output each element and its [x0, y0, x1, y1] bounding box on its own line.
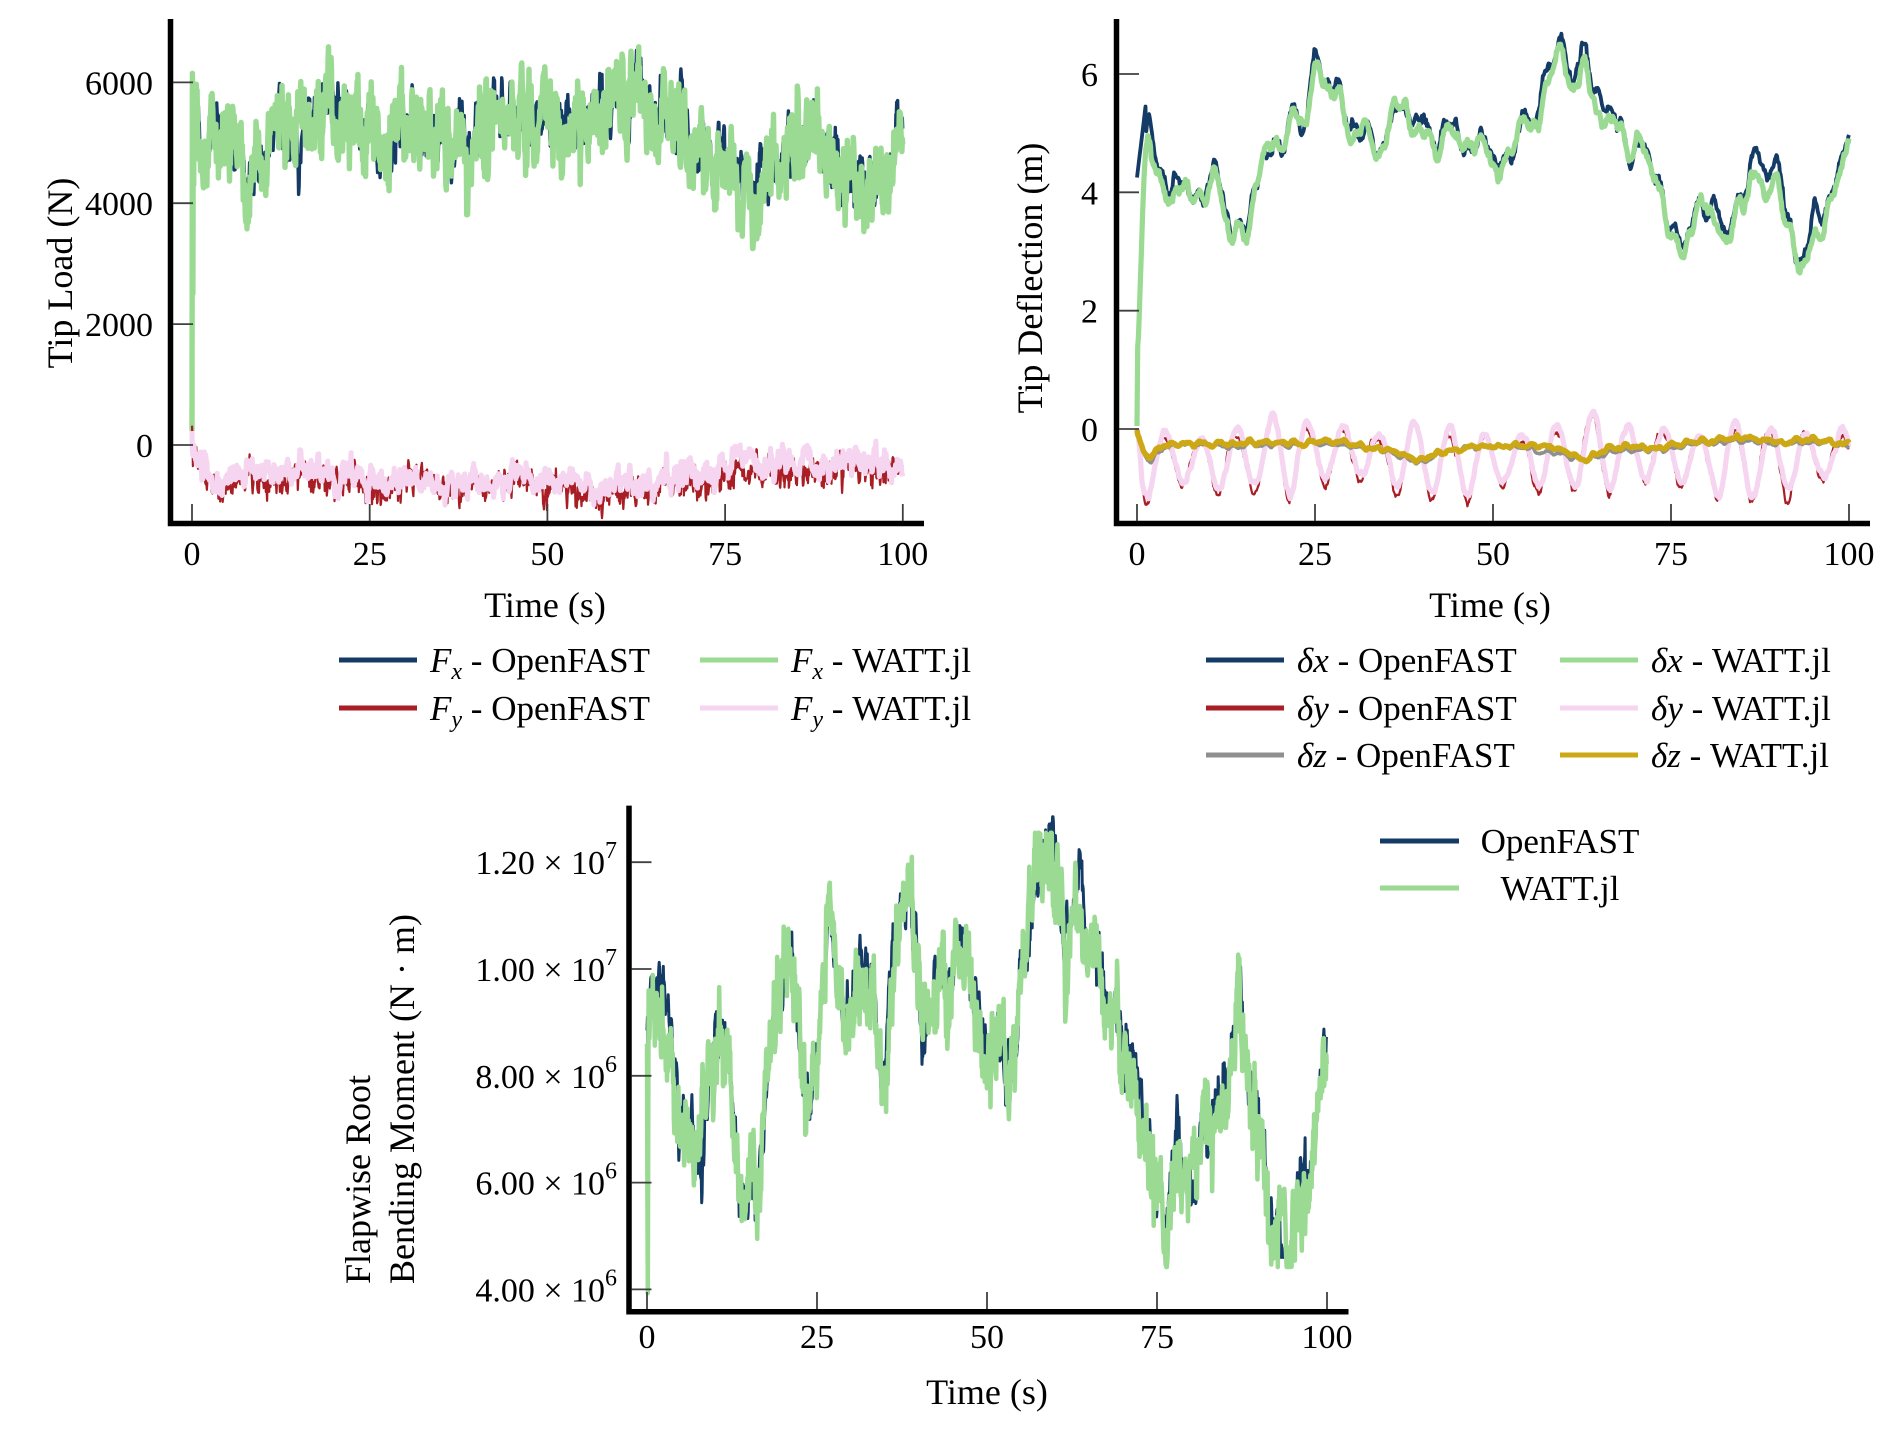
svg-text:Time (s): Time (s) — [484, 585, 606, 625]
svg-text:75: 75 — [1654, 536, 1688, 573]
svg-text:0: 0 — [1081, 412, 1098, 449]
svg-text:Flapwise Root: Flapwise Root — [338, 1075, 378, 1284]
svg-text:2000: 2000 — [85, 307, 153, 344]
svg-text:75: 75 — [1140, 1319, 1174, 1356]
svg-text:25: 25 — [1298, 536, 1332, 573]
svg-text:75: 75 — [708, 536, 742, 573]
svg-text:1.00 × 107: 1.00 × 107 — [475, 945, 617, 989]
svg-text:4000: 4000 — [85, 186, 153, 223]
svg-text:6000: 6000 — [85, 65, 153, 102]
svg-text:2: 2 — [1081, 294, 1098, 331]
svg-text:100: 100 — [1824, 536, 1875, 573]
svg-text:6: 6 — [1081, 57, 1098, 94]
svg-text:50: 50 — [1476, 536, 1510, 573]
svg-text:Fx - WATT.jl: Fx - WATT.jl — [790, 641, 971, 685]
svg-text:50: 50 — [530, 536, 564, 573]
svg-text:4: 4 — [1081, 175, 1098, 212]
svg-text:Fy - WATT.jl: Fy - WATT.jl — [790, 689, 971, 733]
svg-text:0: 0 — [1129, 536, 1146, 573]
svg-text:δx - OpenFAST: δx - OpenFAST — [1297, 641, 1517, 680]
svg-text:Time (s): Time (s) — [926, 1372, 1048, 1412]
svg-text:6.00 × 106: 6.00 × 106 — [475, 1159, 617, 1203]
svg-text:100: 100 — [1302, 1319, 1353, 1356]
svg-text:8.00 × 106: 8.00 × 106 — [475, 1052, 617, 1096]
svg-text:0: 0 — [184, 536, 201, 573]
svg-text:δy - OpenFAST: δy - OpenFAST — [1297, 689, 1517, 728]
svg-text:WATT.jl: WATT.jl — [1501, 869, 1620, 908]
svg-text:100: 100 — [877, 536, 928, 573]
svg-text:Fy - OpenFAST: Fy - OpenFAST — [429, 689, 650, 733]
svg-text:25: 25 — [353, 536, 387, 573]
svg-text:0: 0 — [639, 1319, 656, 1356]
svg-text:δz - OpenFAST: δz - OpenFAST — [1297, 736, 1515, 775]
svg-text:δy - WATT.jl: δy - WATT.jl — [1651, 689, 1831, 728]
svg-text:50: 50 — [970, 1319, 1004, 1356]
svg-text:Tip Load (N): Tip Load (N) — [40, 178, 80, 369]
svg-text:Time (s): Time (s) — [1429, 585, 1551, 625]
svg-text:1.20 × 107: 1.20 × 107 — [475, 838, 617, 882]
svg-text:4.00 × 106: 4.00 × 106 — [475, 1265, 617, 1309]
svg-text:δx - WATT.jl: δx - WATT.jl — [1651, 641, 1831, 680]
svg-text:Fx - OpenFAST: Fx - OpenFAST — [429, 641, 650, 685]
svg-text:OpenFAST: OpenFAST — [1481, 822, 1640, 861]
svg-text:0: 0 — [136, 428, 153, 465]
svg-text:Tip Deflection (m): Tip Deflection (m) — [1010, 143, 1050, 414]
svg-text:Bending Moment (N · m): Bending Moment (N · m) — [382, 914, 422, 1284]
svg-text:δz - WATT.jl: δz - WATT.jl — [1651, 736, 1829, 775]
svg-text:25: 25 — [800, 1319, 834, 1356]
